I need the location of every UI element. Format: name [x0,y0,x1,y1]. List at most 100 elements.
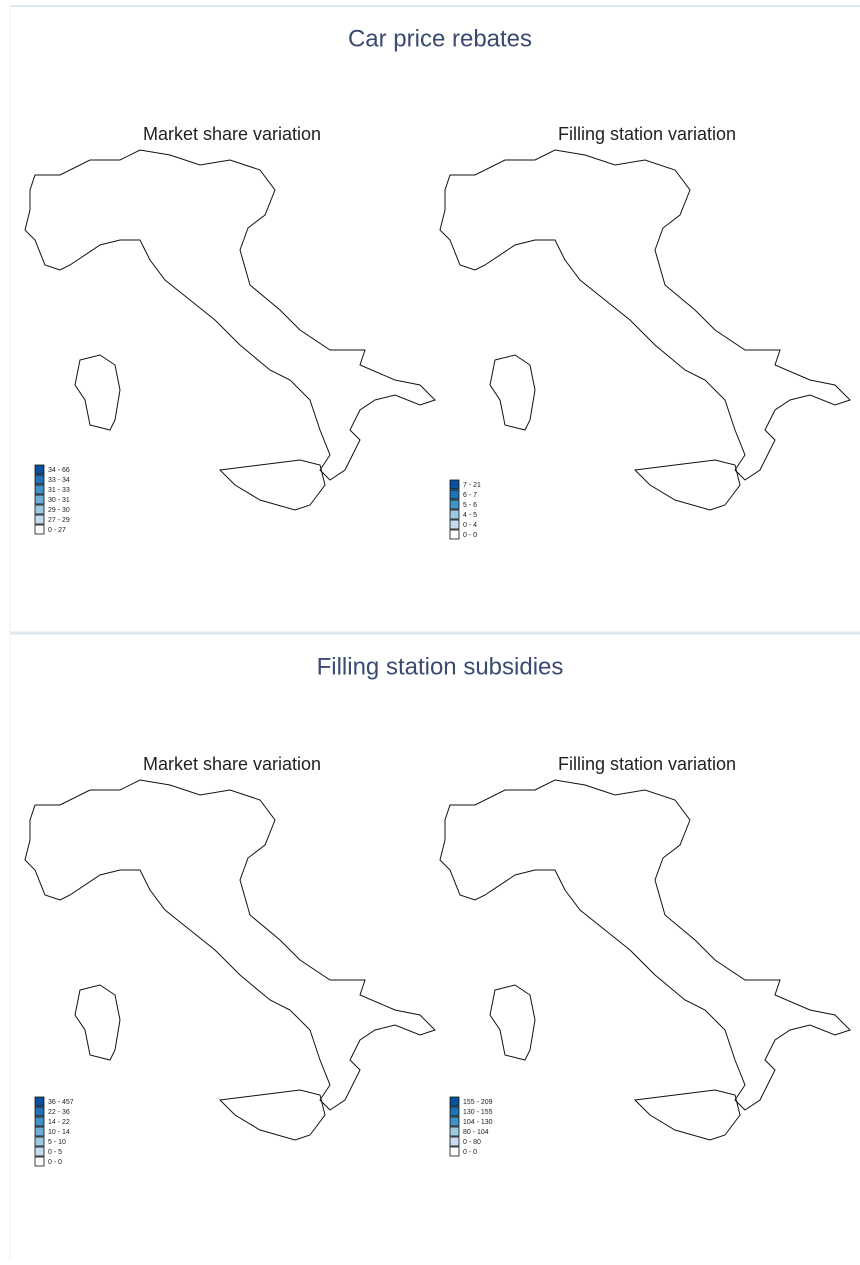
region [812,1115,826,1128]
region [239,906,253,919]
region [745,895,759,908]
region [786,199,800,212]
region [447,829,461,842]
region [774,1060,788,1073]
region [693,331,708,344]
region [200,1126,215,1139]
region [471,829,486,842]
region [96,862,110,875]
region [811,1082,825,1095]
region [696,972,710,985]
region [747,342,762,355]
region [344,1016,358,1029]
region [97,994,112,1007]
region [176,1038,190,1051]
region [588,408,603,421]
region [460,972,474,985]
region [344,276,358,289]
region [602,807,617,820]
region [422,254,435,267]
region [111,210,126,223]
region [747,177,761,190]
region [707,939,721,952]
region [798,895,812,908]
region [411,1027,425,1040]
region [448,983,463,996]
region [536,873,551,886]
region [32,188,47,201]
region [162,298,177,311]
region [601,265,616,278]
region [603,166,617,179]
region [499,452,513,465]
region [25,807,34,820]
region [343,851,357,864]
region [474,331,488,344]
region [396,1093,411,1106]
region [330,375,344,388]
region [96,430,111,443]
region [396,906,410,919]
region [473,961,487,974]
region [31,873,46,886]
region [292,353,307,366]
region [397,232,411,245]
region [371,928,385,941]
region [175,331,189,344]
region [681,950,696,963]
region [440,485,448,498]
region [319,210,334,223]
region [563,1126,578,1139]
region [641,353,655,366]
region [148,1027,162,1040]
region [694,829,709,842]
region [668,994,682,1007]
region [500,1082,514,1095]
region [123,873,137,886]
region [307,917,322,930]
region [448,1038,463,1051]
region [682,150,696,157]
region [538,1115,553,1128]
region [474,243,489,256]
region [25,463,35,476]
region [616,972,630,985]
region [440,243,451,256]
region [475,265,489,278]
region [440,364,447,377]
region [294,452,308,465]
region [264,1115,279,1128]
region [538,972,553,985]
region [305,298,319,311]
region [447,386,462,399]
legend-label: 0 - 0 [463,532,477,539]
region [550,199,565,212]
region [34,928,48,941]
region [578,155,592,168]
region [410,796,424,809]
region [551,364,566,377]
region [163,983,178,996]
region [33,375,47,388]
region [333,397,347,410]
region [511,309,525,322]
region [384,972,399,985]
region [552,353,566,366]
region [799,840,814,853]
region [318,1005,332,1018]
region [306,232,320,245]
region [449,917,464,930]
region [498,232,512,245]
region [408,1071,423,1084]
region [641,1104,655,1117]
region [330,254,345,267]
region [771,895,785,908]
map-outline [24,779,436,1141]
region [265,884,280,897]
region [369,150,383,157]
region [734,419,749,432]
region [498,150,513,157]
region [719,342,733,355]
region [382,474,396,487]
region [823,276,838,289]
